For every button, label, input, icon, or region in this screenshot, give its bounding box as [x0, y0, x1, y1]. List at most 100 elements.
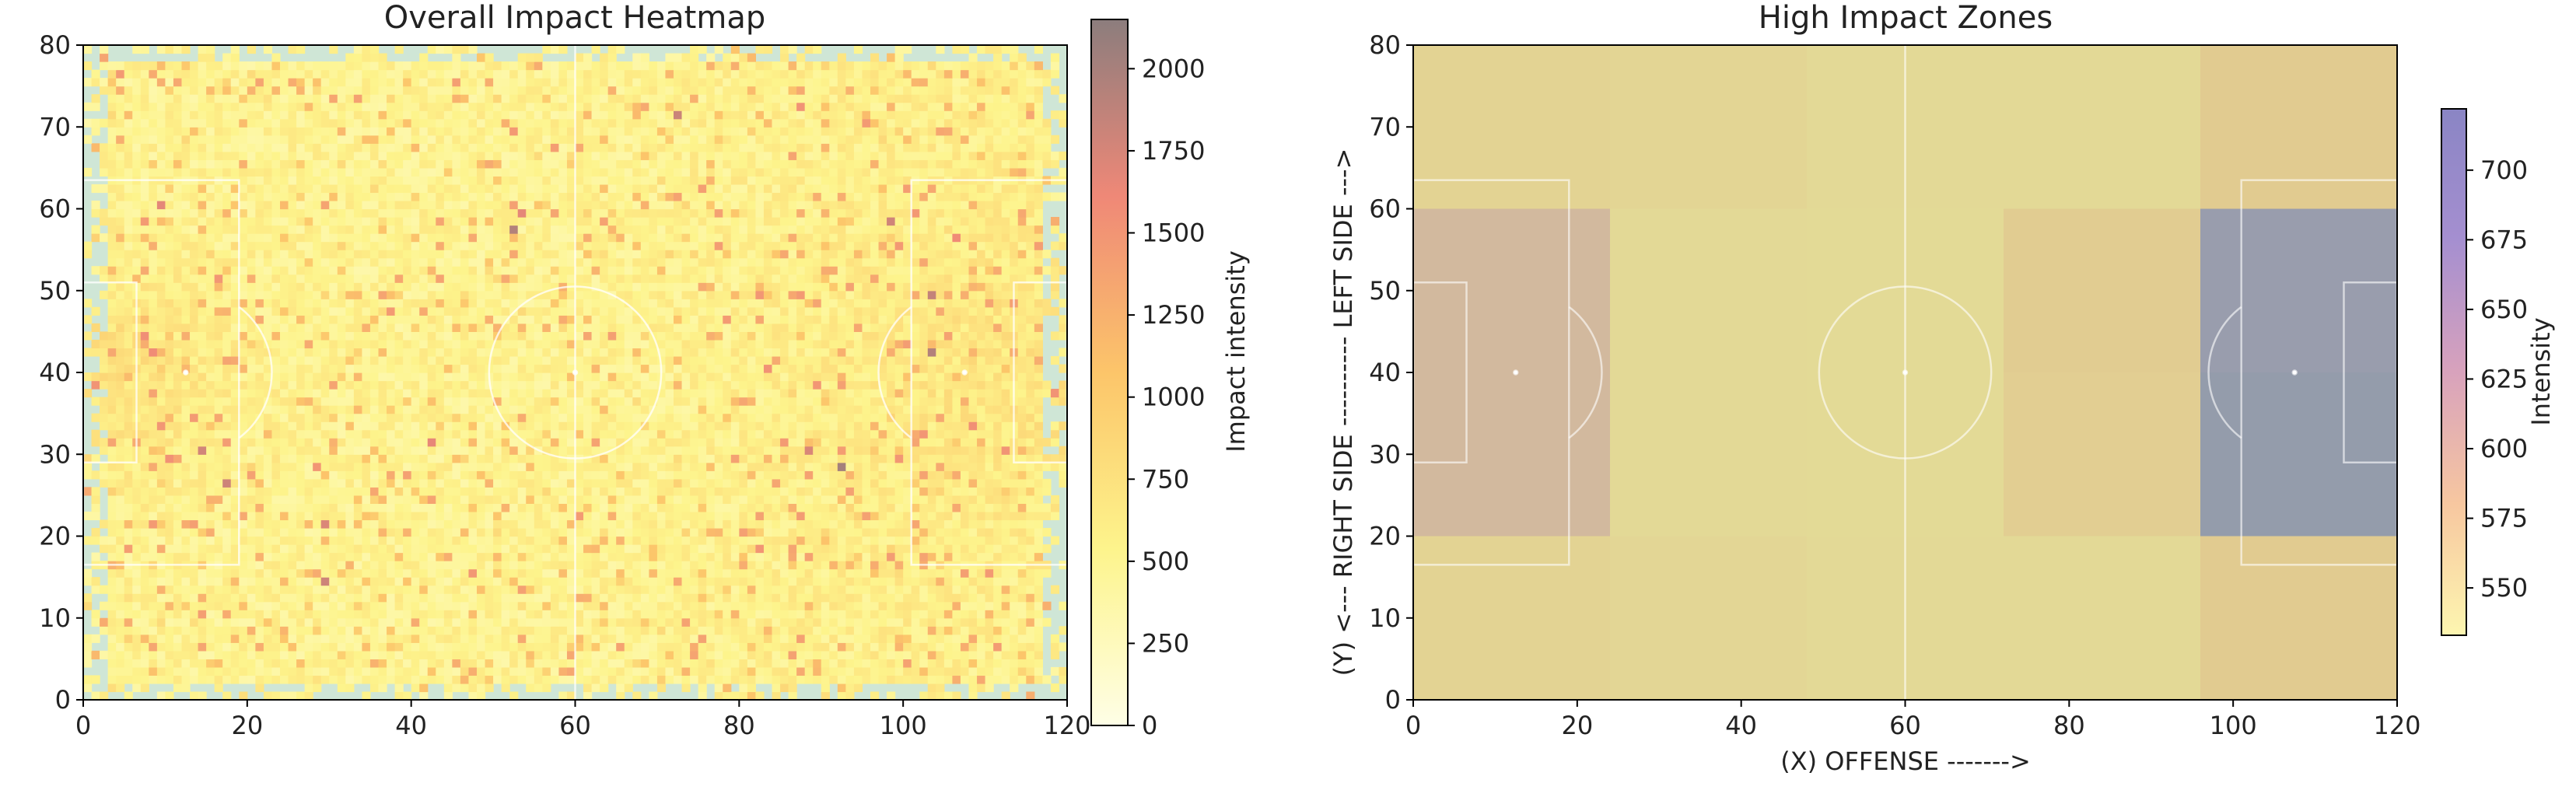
heatmap-cell	[181, 355, 191, 365]
heatmap-cell	[493, 421, 502, 431]
heatmap-cell	[222, 429, 232, 439]
heatmap-cell	[927, 405, 936, 414]
heatmap-cell	[149, 389, 158, 398]
heatmap-cell	[173, 552, 183, 561]
heatmap-cell	[985, 675, 994, 684]
heatmap-cell	[493, 397, 502, 406]
heatmap-cell	[993, 405, 1003, 414]
heatmap-cell	[690, 536, 699, 545]
heatmap-cell	[616, 659, 625, 668]
heatmap-cell	[468, 601, 478, 610]
heatmap-cell	[985, 642, 994, 652]
heatmap-cell	[665, 339, 674, 349]
heatmap-cell	[649, 413, 658, 422]
heatmap-cell	[977, 348, 986, 357]
heatmap-cell	[845, 675, 855, 684]
heatmap-cell	[255, 389, 264, 398]
heatmap-cell	[165, 666, 174, 676]
heatmap-cell	[739, 413, 748, 422]
heatmap-cell	[943, 666, 954, 676]
heatmap-cell	[214, 380, 223, 390]
heatmap-cell	[739, 601, 748, 610]
heatmap-cell	[107, 527, 117, 537]
heatmap-cell	[460, 397, 470, 406]
heatmap-cell	[845, 355, 855, 365]
heatmap-cell	[271, 585, 281, 594]
heatmap-cell	[181, 659, 191, 668]
heatmap-cell	[656, 617, 667, 627]
heatmap-cell	[566, 429, 576, 439]
heatmap-cell	[198, 617, 207, 627]
heatmap-cell	[156, 511, 166, 521]
heatmap-cell	[427, 561, 436, 570]
heatmap-cell	[919, 380, 929, 390]
heatmap-cell	[501, 462, 510, 471]
heatmap-cell	[624, 536, 633, 545]
heatmap-cell	[288, 495, 297, 505]
heatmap-cell	[583, 364, 593, 373]
heatmap-cell	[968, 478, 978, 488]
heatmap-cell	[394, 478, 404, 488]
heatmap-cell	[485, 659, 494, 668]
heatmap-cell	[674, 568, 683, 578]
heatmap-cell	[1001, 364, 1010, 373]
heatmap-cell	[813, 421, 822, 431]
heatmap-cell	[468, 470, 478, 480]
heatmap-cell	[780, 617, 789, 627]
heatmap-cell	[534, 650, 543, 659]
heatmap-cell	[140, 470, 149, 480]
heatmap-cell	[403, 487, 412, 496]
heatmap-cell	[870, 650, 880, 659]
heatmap-cell	[296, 610, 306, 619]
heatmap-cell	[558, 446, 568, 455]
heatmap-cell	[755, 642, 765, 652]
heatmap-cell	[927, 568, 936, 578]
heatmap-cell	[493, 487, 502, 496]
heatmap-cell	[190, 659, 199, 668]
heatmap-cell	[149, 470, 158, 480]
heatmap-cell	[862, 503, 871, 512]
heatmap-cell	[288, 659, 297, 668]
heatmap-cell	[124, 413, 133, 422]
heatmap-cell	[156, 339, 166, 349]
heatmap-cell	[993, 348, 1003, 357]
heatmap-cell	[149, 511, 158, 521]
heatmap-cell	[550, 405, 560, 414]
heatmap-cell	[550, 462, 560, 471]
heatmap-cell	[124, 503, 133, 512]
heatmap-cell	[247, 364, 256, 373]
heatmap-cell	[173, 544, 183, 554]
heatmap-cell	[853, 683, 863, 693]
heatmap-cell	[788, 372, 797, 382]
heatmap-cell	[681, 601, 691, 610]
heatmap-cell	[821, 691, 830, 701]
heatmap-cell	[468, 487, 478, 496]
heatmap-cell	[198, 552, 207, 561]
heatmap-cell	[829, 626, 838, 635]
heatmap-cell	[640, 659, 649, 668]
heatmap-cell	[616, 527, 625, 537]
heatmap-cell	[591, 421, 600, 431]
heatmap-cell	[698, 495, 707, 505]
heatmap-cell	[894, 617, 904, 627]
heatmap-cell	[378, 561, 387, 570]
heatmap-cell	[296, 487, 306, 496]
heatmap-cell	[509, 413, 519, 422]
heatmap-cell	[132, 585, 142, 594]
heatmap-cell	[788, 536, 797, 545]
heatmap-cell	[624, 561, 633, 570]
heatmap-cell	[100, 585, 109, 594]
heatmap-cell	[181, 536, 191, 545]
heatmap-cell	[149, 601, 158, 610]
heatmap-cell	[460, 659, 470, 668]
heatmap-cell	[640, 527, 649, 537]
heatmap-cell	[993, 519, 1003, 529]
heatmap-cell	[698, 429, 707, 439]
heatmap-cell	[1034, 421, 1043, 431]
heatmap-cell	[427, 421, 436, 431]
heatmap-cell	[190, 348, 199, 357]
heatmap-cell	[107, 552, 117, 561]
heatmap-cell	[296, 527, 306, 537]
heatmap-cell	[296, 691, 306, 701]
heatmap-cell	[255, 462, 264, 471]
